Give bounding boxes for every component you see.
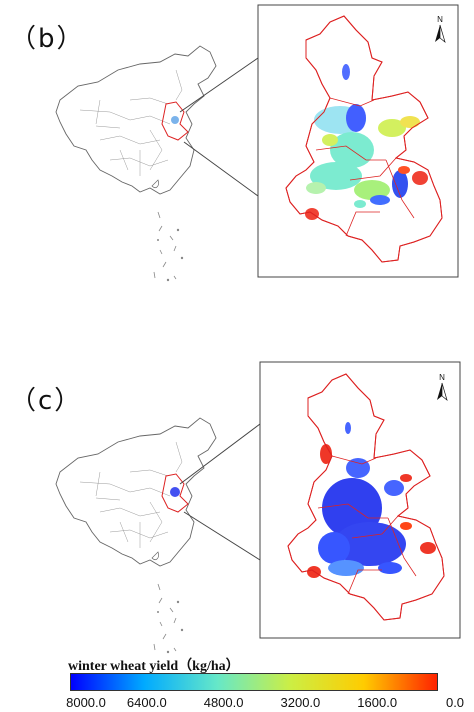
legend-color-bar bbox=[70, 673, 438, 691]
legend-tick-label: 1600.0 bbox=[357, 695, 398, 710]
legend-tick-label: 8000.0 bbox=[66, 695, 106, 710]
north-arrow-c: N bbox=[437, 373, 448, 401]
north-arrow-b: N bbox=[435, 15, 446, 43]
panel-label-b: （b） bbox=[10, 24, 85, 54]
north-label-b: N bbox=[437, 15, 443, 24]
legend-title: winter wheat yield（kg/ha） bbox=[68, 659, 240, 674]
legend-tick-label: 6400.0 bbox=[126, 695, 167, 710]
north-label-c: N bbox=[439, 373, 445, 382]
legend-tick-label: 3200.0 bbox=[280, 695, 321, 710]
legend-tick-label: 0.0 bbox=[445, 695, 465, 710]
legend-tick-label: 4800.0 bbox=[203, 695, 244, 710]
panel-label-c: （c） bbox=[10, 386, 83, 416]
inset-map-c bbox=[287, 373, 445, 621]
china-map-b bbox=[55, 45, 217, 282]
china-map-c bbox=[55, 417, 217, 654]
inset-map-b bbox=[285, 15, 443, 263]
